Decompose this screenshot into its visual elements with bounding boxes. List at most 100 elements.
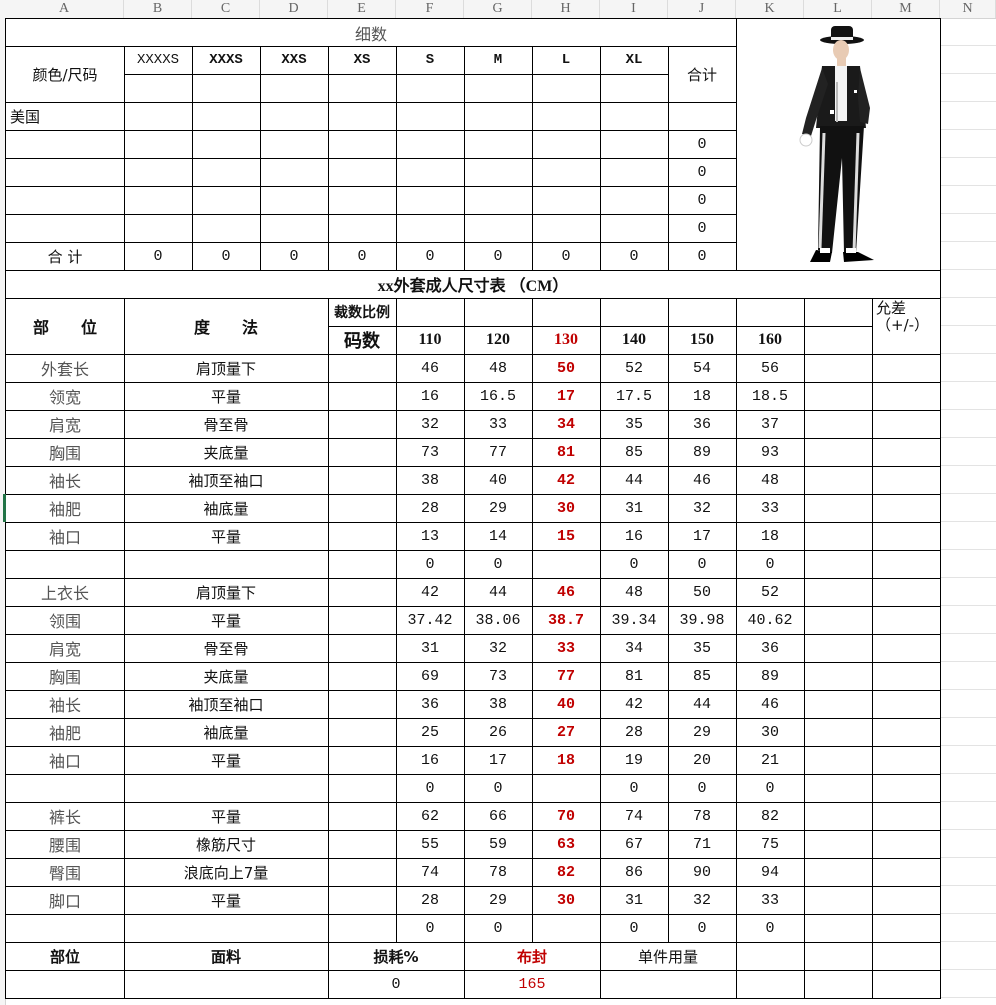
tolerance-cell[interactable] [872, 690, 941, 719]
measure-cell[interactable]: 0 [600, 550, 669, 579]
measure-cell[interactable]: 0 [464, 550, 533, 579]
measure-cell[interactable]: 26 [464, 718, 533, 747]
measure-cell[interactable]: 66 [464, 802, 533, 831]
measure-cell[interactable]: 38.7 [532, 606, 601, 635]
measure-cell[interactable]: 48 [600, 578, 669, 607]
width-header[interactable]: 布封 [464, 942, 601, 971]
qty-cell[interactable] [192, 130, 261, 159]
method-cell[interactable]: 袖顶至袖口 [124, 690, 329, 719]
measure-cell[interactable]: 55 [396, 830, 465, 859]
measure-cell[interactable]: 40.62 [736, 606, 805, 635]
ratio-cell[interactable] [328, 550, 397, 579]
ratio-cell[interactable] [736, 298, 805, 327]
ratio-cell[interactable] [532, 298, 601, 327]
measure-cell[interactable]: 40 [532, 690, 601, 719]
blank-cell[interactable] [804, 438, 873, 467]
measure-cell[interactable]: 56 [736, 354, 805, 383]
column-letter[interactable]: G [464, 0, 532, 18]
measure-cell[interactable]: 46 [736, 690, 805, 719]
part-header[interactable]: 部 位 [5, 298, 125, 355]
measure-cell[interactable]: 52 [736, 578, 805, 607]
loss-value-cell[interactable]: 0 [328, 970, 465, 999]
ratio-cell[interactable] [396, 298, 465, 327]
sum-cell[interactable]: 0 [328, 242, 397, 271]
part-cell[interactable] [5, 774, 125, 803]
tolerance-cell[interactable] [872, 718, 941, 747]
qty-cell[interactable] [260, 186, 329, 215]
column-letter[interactable]: N [940, 0, 996, 18]
qty-cell[interactable] [124, 130, 193, 159]
tolerance-cell[interactable] [872, 802, 941, 831]
qty-cell[interactable] [532, 186, 601, 215]
measure-cell[interactable]: 77 [532, 662, 601, 691]
measure-cell[interactable]: 33 [464, 410, 533, 439]
measure-cell[interactable]: 0 [396, 914, 465, 943]
measure-cell[interactable]: 18.5 [736, 382, 805, 411]
qty-cell[interactable] [532, 158, 601, 187]
qty-cell[interactable] [260, 214, 329, 243]
qty-cell[interactable] [600, 214, 669, 243]
total-header[interactable]: 合计 [668, 46, 737, 103]
size-qty-cell[interactable] [124, 74, 193, 103]
measure-cell[interactable]: 81 [600, 662, 669, 691]
row-total-cell[interactable]: 0 [668, 186, 737, 215]
tolerance-cell[interactable] [872, 382, 941, 411]
measure-cell[interactable]: 34 [600, 634, 669, 663]
column-letter[interactable]: D [260, 0, 328, 18]
measure-cell[interactable]: 38 [396, 466, 465, 495]
measure-cell[interactable]: 15 [532, 522, 601, 551]
column-letter[interactable]: J [668, 0, 736, 18]
tolerance-cell[interactable] [872, 774, 941, 803]
measure-cell[interactable]: 33 [736, 494, 805, 523]
measure-cell[interactable]: 50 [668, 578, 737, 607]
column-letter[interactable]: C [192, 0, 260, 18]
ratio-cell[interactable] [328, 466, 397, 495]
column-letter[interactable]: B [124, 0, 192, 18]
ratio-cell[interactable] [328, 718, 397, 747]
measure-cell[interactable]: 67 [600, 830, 669, 859]
measure-cell[interactable]: 28 [396, 494, 465, 523]
column-letter[interactable]: L [804, 0, 872, 18]
method-cell[interactable]: 骨至骨 [124, 634, 329, 663]
method-cell[interactable]: 平量 [124, 746, 329, 775]
blank-cell[interactable] [804, 494, 873, 523]
tolerance-cell[interactable] [872, 354, 941, 383]
measure-cell[interactable]: 89 [668, 438, 737, 467]
size-header-0[interactable]: XXXXS [124, 46, 193, 75]
size-5-header[interactable]: 160 [736, 326, 805, 355]
qty-cell[interactable] [328, 186, 397, 215]
part-cell[interactable]: 胸围 [5, 662, 125, 691]
measure-cell[interactable]: 20 [668, 746, 737, 775]
size-0-header[interactable]: 110 [396, 326, 465, 355]
qty-cell[interactable] [600, 158, 669, 187]
sum-cell[interactable]: 0 [260, 242, 329, 271]
blank-cell[interactable] [804, 606, 873, 635]
fabric-part-header[interactable]: 部位 [5, 942, 125, 971]
measure-cell[interactable]: 29 [668, 718, 737, 747]
measure-cell[interactable]: 59 [464, 830, 533, 859]
ratio-cell[interactable] [328, 690, 397, 719]
measure-cell[interactable]: 32 [464, 634, 533, 663]
tolerance-cell[interactable] [872, 578, 941, 607]
blank-cell[interactable] [804, 522, 873, 551]
part-cell[interactable]: 上衣长 [5, 578, 125, 607]
ratio-cell[interactable] [328, 578, 397, 607]
measure-cell[interactable]: 46 [532, 578, 601, 607]
measure-cell[interactable]: 31 [600, 886, 669, 915]
sum-cell[interactable]: 0 [192, 242, 261, 271]
qty-cell[interactable] [396, 130, 465, 159]
blank-cell[interactable] [804, 914, 873, 943]
measure-cell[interactable]: 16.5 [464, 382, 533, 411]
fabric-header[interactable]: 面料 [124, 942, 329, 971]
ratio-cell[interactable] [328, 858, 397, 887]
method-cell[interactable]: 平量 [124, 522, 329, 551]
measure-cell[interactable]: 37 [736, 410, 805, 439]
tolerance-cell[interactable] [872, 858, 941, 887]
qty-cell[interactable] [396, 102, 465, 131]
part-cell[interactable] [5, 550, 125, 579]
tolerance-cell[interactable] [872, 746, 941, 775]
sum-cell[interactable]: 0 [668, 242, 737, 271]
measure-cell[interactable]: 39.98 [668, 606, 737, 635]
measure-cell[interactable]: 14 [464, 522, 533, 551]
measure-cell[interactable]: 39.34 [600, 606, 669, 635]
